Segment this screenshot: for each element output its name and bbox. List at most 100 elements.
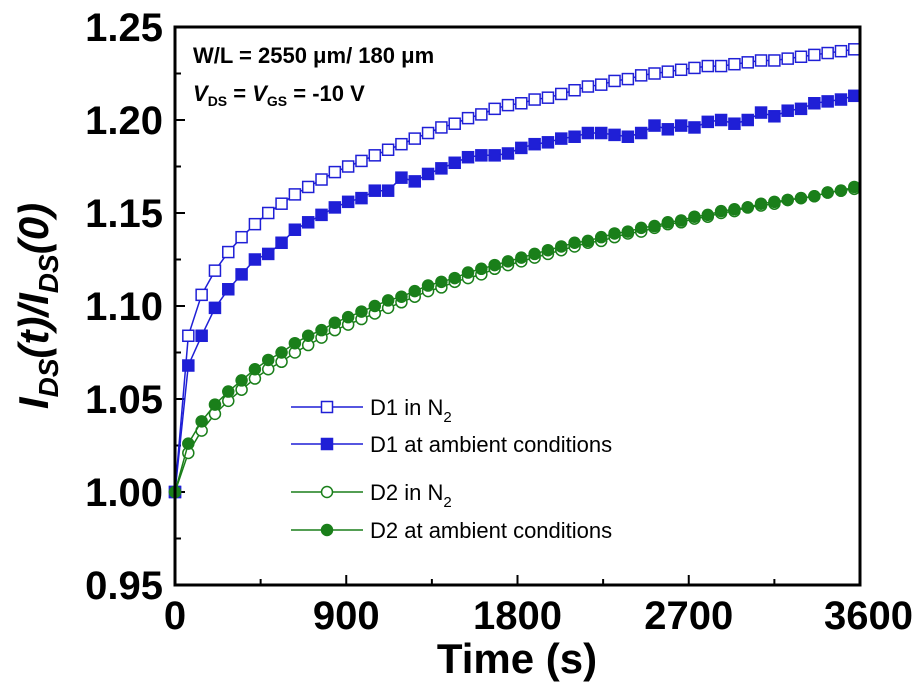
- data-point: [528, 137, 541, 151]
- data-point: [488, 258, 501, 272]
- y-tick-label: 1.05: [85, 378, 163, 422]
- data-point: [301, 329, 315, 343]
- data-point: [395, 171, 408, 184]
- annot-eq: =: [227, 81, 252, 106]
- x-tick-label: 1800: [473, 594, 562, 638]
- data-point: [182, 329, 195, 343]
- data-point: [688, 210, 701, 223]
- data-point: [395, 137, 408, 151]
- data-point: [421, 167, 435, 181]
- data-point: [821, 186, 834, 199]
- data-point: [208, 398, 222, 411]
- data-point: [848, 43, 861, 56]
- data-point: [381, 143, 395, 157]
- data-point: [621, 130, 635, 143]
- data-point: [848, 180, 861, 194]
- y-tick-label: 1.00: [85, 471, 163, 515]
- y-tick-label: 1.25: [85, 6, 163, 50]
- data-point: [368, 184, 382, 197]
- data-point: [714, 113, 728, 127]
- data-point: [475, 108, 488, 121]
- annot-sub1: DS: [208, 93, 227, 109]
- data-point: [674, 214, 688, 227]
- legend-marker: [320, 437, 334, 451]
- data-point: [421, 279, 435, 292]
- series-4: [168, 180, 861, 499]
- data-point: [768, 54, 781, 67]
- y-title-part-b: (t)/: [10, 301, 57, 359]
- data-point: [728, 203, 741, 216]
- data-point: [741, 56, 754, 69]
- data-point: [355, 154, 368, 168]
- data-point: [448, 156, 461, 170]
- data-point: [781, 193, 794, 207]
- data-point: [528, 93, 541, 106]
- plot-series: [168, 43, 861, 499]
- data-point: [368, 149, 382, 162]
- data-point: [754, 54, 768, 67]
- data-point: [235, 374, 248, 387]
- data-point: [674, 119, 688, 132]
- data-point: [222, 283, 235, 296]
- y-tick-label: 0.95: [85, 564, 163, 608]
- data-point: [594, 230, 608, 244]
- y-title-sub1: DS: [33, 358, 64, 397]
- annot-v2: V: [252, 81, 269, 106]
- data-point: [395, 290, 408, 303]
- data-point: [501, 147, 515, 160]
- data-point: [848, 89, 861, 103]
- data-point: [594, 78, 608, 91]
- annotation-bias: VDS = VGS = -10 V: [193, 81, 365, 109]
- y-tick-label: 1.10: [85, 285, 163, 329]
- data-point: [688, 121, 701, 134]
- data-point: [808, 97, 821, 110]
- legend-label: D1 at ambient conditions: [370, 432, 612, 457]
- data-point: [448, 271, 461, 285]
- data-point: [555, 87, 568, 101]
- data-point: [754, 197, 768, 210]
- data-point: [741, 201, 754, 214]
- data-point: [248, 253, 262, 266]
- data-point: [728, 117, 741, 130]
- data-point: [608, 74, 621, 88]
- data-point: [701, 59, 715, 73]
- data-point: [754, 106, 768, 119]
- annotation-wl: W/L = 2550 μm/ 180 μm: [193, 43, 434, 68]
- data-point: [661, 123, 675, 136]
- data-point: [195, 329, 208, 343]
- data-point: [648, 119, 661, 132]
- data-point: [195, 288, 208, 302]
- data-point: [408, 284, 421, 298]
- data-point: [182, 359, 195, 372]
- legend-item: D1 at ambient conditions: [291, 432, 612, 457]
- data-point: [661, 216, 675, 229]
- data-point: [461, 266, 475, 279]
- data-point: [634, 69, 648, 82]
- legend-label: D1 in N2: [370, 395, 452, 426]
- legend-marker: [320, 400, 334, 414]
- data-point: [381, 294, 395, 307]
- data-point: [328, 165, 342, 179]
- data-point: [648, 219, 661, 233]
- data-point: [821, 46, 834, 60]
- data-point: [461, 150, 475, 164]
- data-point: [328, 316, 342, 329]
- data-point: [834, 93, 848, 106]
- data-point: [541, 243, 555, 257]
- data-point: [315, 173, 328, 186]
- data-point: [341, 160, 355, 173]
- data-point: [448, 117, 461, 130]
- data-point: [435, 121, 448, 134]
- series-1: [168, 43, 861, 499]
- data-point: [315, 323, 328, 337]
- data-point: [634, 126, 648, 140]
- legend-item: D2 in N2: [291, 480, 452, 511]
- data-point: [568, 83, 581, 97]
- data-point: [714, 204, 728, 218]
- data-point: [688, 61, 701, 75]
- data-point: [555, 240, 568, 253]
- x-tick-label: 2700: [644, 594, 733, 638]
- series-line: [174, 95, 855, 493]
- data-point: [275, 346, 288, 359]
